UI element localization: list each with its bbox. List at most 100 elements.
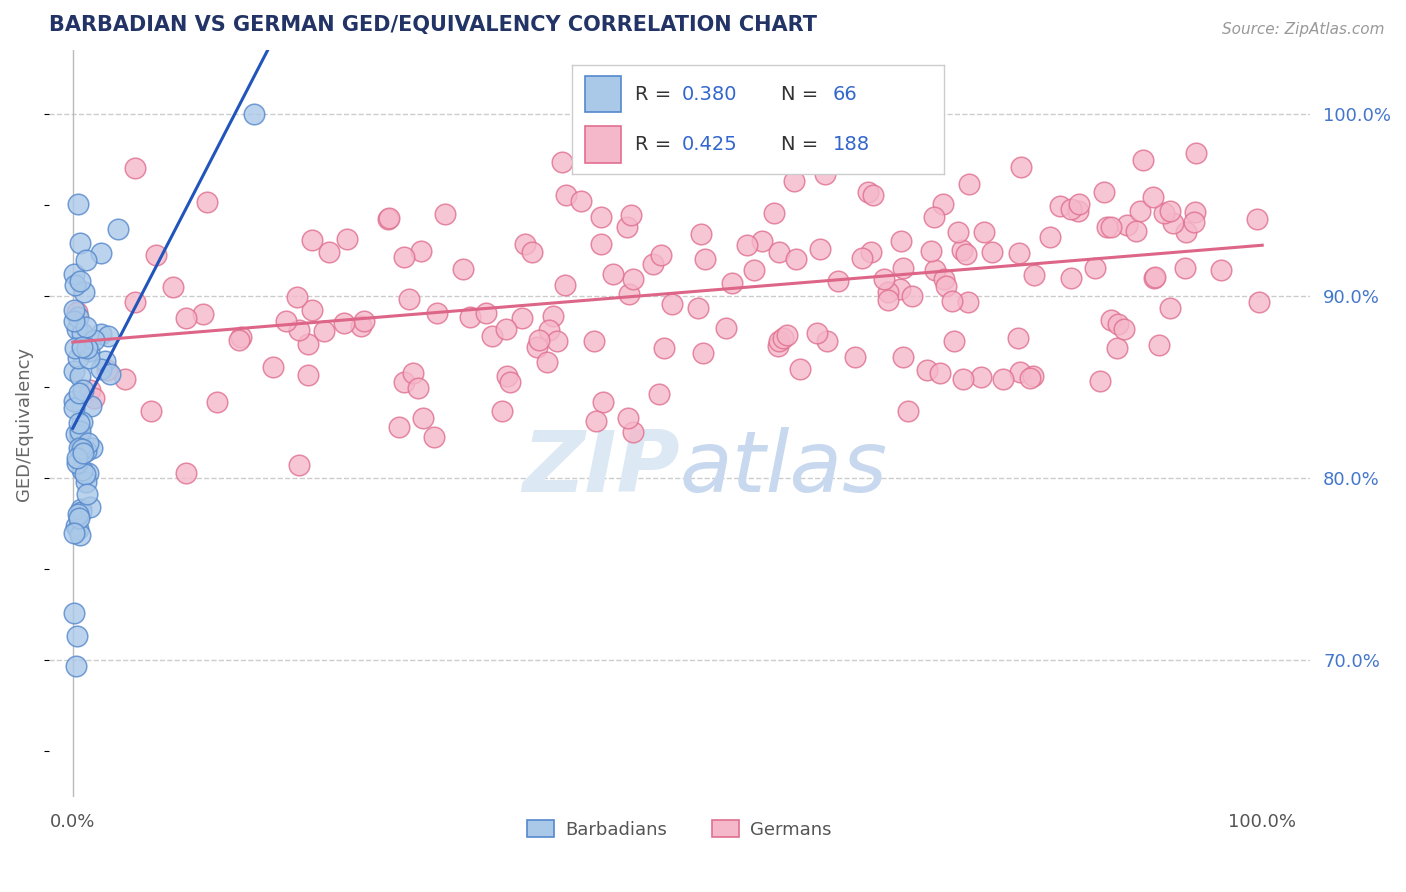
Point: [569, 194, 592, 208]
Point: [924, 262, 946, 277]
Point: [1125, 224, 1147, 238]
Point: [583, 334, 606, 348]
Point: [897, 403, 920, 417]
Point: [1182, 215, 1205, 229]
Point: [1008, 365, 1031, 379]
Point: [1107, 317, 1129, 331]
Point: [69, 528, 91, 542]
Point: [589, 210, 612, 224]
Point: [77, 351, 100, 366]
Point: [862, 188, 884, 202]
Point: [70, 341, 93, 355]
Point: [851, 251, 873, 265]
Point: [65, 426, 87, 441]
Point: [287, 322, 309, 336]
Point: [890, 234, 912, 248]
Point: [65, 277, 87, 292]
Point: [527, 333, 550, 347]
Point: [174, 311, 197, 326]
Point: [815, 334, 838, 349]
Point: [301, 233, 323, 247]
Point: [1184, 205, 1206, 219]
Point: [1099, 313, 1122, 327]
Point: [924, 210, 946, 224]
Point: [80, 399, 103, 413]
Point: [63, 341, 86, 355]
Point: [231, 330, 253, 344]
Point: [661, 297, 683, 311]
Point: [910, 143, 932, 157]
Point: [751, 234, 773, 248]
Point: [520, 245, 543, 260]
Point: [63, 267, 86, 281]
Point: [496, 369, 519, 384]
Point: [859, 244, 882, 259]
Legend: Barbadians, Germans: Barbadians, Germans: [520, 813, 839, 846]
Point: [66, 321, 89, 335]
Point: [1060, 202, 1083, 216]
Point: [333, 316, 356, 330]
Point: [1112, 322, 1135, 336]
Point: [353, 313, 375, 327]
Point: [891, 260, 914, 275]
Point: [1174, 261, 1197, 276]
Point: [350, 318, 373, 333]
Point: [90, 326, 112, 341]
Point: [73, 285, 96, 299]
Point: [76, 341, 98, 355]
Point: [285, 289, 308, 303]
Point: [69, 429, 91, 443]
Point: [891, 350, 914, 364]
Point: [654, 132, 676, 146]
Point: [388, 420, 411, 434]
Point: [423, 430, 446, 444]
Point: [63, 401, 86, 415]
Point: [912, 111, 935, 125]
Point: [412, 411, 434, 425]
Point: [768, 245, 790, 260]
Point: [65, 519, 87, 533]
Point: [1088, 374, 1111, 388]
Point: [970, 369, 993, 384]
Point: [620, 208, 643, 222]
Point: [69, 424, 91, 438]
Point: [288, 458, 311, 472]
Point: [515, 236, 537, 251]
Point: [398, 292, 420, 306]
Point: [617, 410, 640, 425]
Point: [1159, 301, 1181, 315]
Point: [1107, 341, 1129, 355]
Point: [69, 274, 91, 288]
Point: [1143, 270, 1166, 285]
Point: [952, 372, 974, 386]
Point: [957, 295, 980, 310]
Point: [66, 450, 89, 465]
Point: [69, 369, 91, 384]
Point: [591, 237, 613, 252]
Point: [297, 337, 319, 351]
Point: [536, 355, 558, 369]
Point: [785, 252, 807, 267]
Point: [806, 326, 828, 340]
Point: [955, 246, 977, 260]
Point: [689, 227, 711, 241]
Point: [621, 425, 644, 439]
Point: [1060, 271, 1083, 285]
Point: [693, 252, 716, 266]
Point: [451, 262, 474, 277]
Point: [97, 328, 120, 343]
Point: [495, 322, 517, 336]
Point: [434, 206, 457, 220]
Point: [928, 366, 950, 380]
Point: [79, 500, 101, 515]
Point: [768, 334, 790, 348]
Point: [65, 457, 87, 471]
Point: [650, 248, 672, 262]
Point: [877, 285, 900, 300]
Point: [1067, 204, 1090, 219]
Point: [1246, 211, 1268, 226]
Point: [728, 150, 751, 164]
Point: [107, 222, 129, 236]
Point: [145, 248, 167, 262]
Point: [312, 325, 335, 339]
